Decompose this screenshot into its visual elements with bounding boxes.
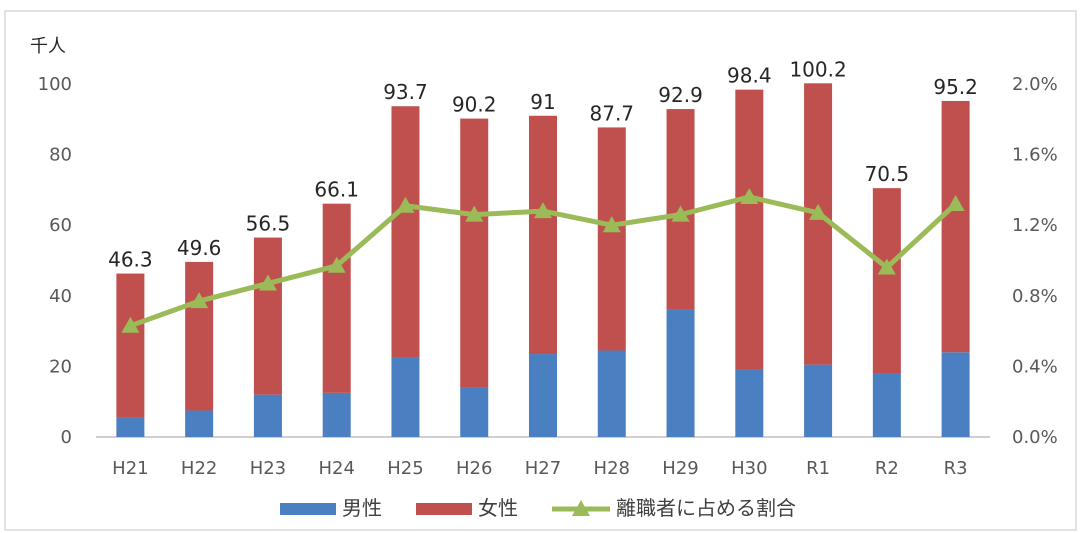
ratio-point-marker [396,196,415,213]
y-left-tick-label: 40 [49,286,72,307]
ratio-point-marker [534,202,552,219]
y-left-tick-label: 20 [49,356,72,377]
bar-segment-female [529,115,557,355]
bar-segment-female [872,188,901,374]
bar-segment-male [185,410,214,437]
x-tick-label: H23 [250,458,286,479]
ratio-line-series [121,187,965,333]
x-tick-label: R3 [944,458,968,479]
ratio-point-marker [602,216,621,233]
x-tick-label: H22 [181,458,217,479]
bar-segment-male [391,357,420,437]
ratio-point-marker [946,195,965,212]
x-tick-label: H24 [318,458,354,479]
x-tick-label: H28 [594,458,630,479]
y-axis-left: 0 20 40 60 80 100 [38,74,72,448]
bar-segment-male [322,392,351,437]
bar-total-label: 91 [530,90,555,114]
bar-segment-male [804,364,833,437]
x-tick-label: R2 [875,458,899,479]
bar-segment-male [941,352,970,437]
legend-label-female: 女性 [478,496,518,520]
y-right-tick-label: 0.0% [1012,427,1058,448]
y-left-tick-label: 100 [38,74,72,95]
legend-label-ratio: 離職者に占める割合 [616,496,796,520]
bar-total-label: 87.7 [590,101,635,125]
bar-segment-female [185,261,214,411]
bar-total-label: 70.5 [865,162,910,186]
x-tick-label: H30 [731,458,767,479]
bar-segment-male [460,387,489,437]
bar-total-label: 98.4 [727,64,772,88]
ratio-point-marker [877,258,896,275]
legend: 男性 女性 離職者に占める割合 [280,496,796,520]
bar-segment-male [253,394,282,437]
bar-total-label: 92.9 [658,83,703,107]
y-left-tick-label: 0 [61,427,72,448]
y-left-tick-label: 60 [49,215,72,236]
bar-segment-female [253,237,282,395]
bar-total-label: 49.6 [177,236,222,260]
bar-segment-female [941,100,970,353]
ratio-point-marker [327,256,346,273]
bar-segment-male [597,350,626,437]
chart-frame [4,10,1077,531]
total-labels: 46.3 49.6 56.5 66.1 93.7 90.2 91 87.7 92.9 98.4 10… [108,57,978,271]
bar-segment-male [116,417,145,437]
bar-segment-female [804,83,833,365]
legend-swatch-female [416,503,472,515]
ratio-point-marker [671,205,690,222]
bar-segment-male [666,309,695,437]
bar-segment-female [597,127,626,351]
x-tick-label: H26 [456,458,492,479]
y-unit-label: 千人 [30,36,66,57]
x-tick-label: H25 [387,458,423,479]
bar-total-label: 66.1 [314,178,359,202]
y-right-tick-label: 0.4% [1012,356,1058,377]
bar-segment-female [460,118,489,388]
x-tick-label: H29 [662,458,698,479]
bar-segment-male [872,373,901,437]
bar-total-label: 93.7 [383,80,428,104]
bar-segment-female [116,273,145,418]
ratio-point-marker [190,292,209,309]
legend-marker-ratio [572,500,590,516]
y-axis-right: 0.0% 0.4% 0.8% 1.2% 1.6% 2.0% [1012,74,1058,448]
ratio-point-marker [258,274,277,291]
x-tick-label: H27 [525,458,561,479]
bar-segment-female [391,106,420,358]
y-left-tick-label: 80 [49,145,72,166]
bar-segment-male [735,369,764,437]
y-right-tick-label: 0.8% [1012,286,1058,307]
bar-total-label: 95.2 [933,75,978,99]
x-tick-label: H21 [112,458,148,479]
ratio-point-marker [121,316,140,333]
bar-total-label: 100.2 [789,57,846,81]
y-right-tick-label: 1.2% [1012,215,1058,236]
ratio-point-marker [809,203,828,220]
x-axis: H21 H22 H23 H24 H25 H26 H27 H28 H29 H30 R1 R2 R3 [112,458,967,479]
bar-total-label: 56.5 [246,212,291,236]
y-right-tick-label: 1.6% [1012,145,1058,166]
bar-segment-female [735,89,764,370]
bar-segment-male [529,354,557,437]
ratio-point-marker [465,205,484,222]
legend-swatch-male [280,503,336,515]
legend-label-male: 男性 [342,496,382,520]
y-right-tick-label: 2.0% [1012,74,1058,95]
bar-total-label: 90.2 [452,93,497,117]
ratio-point-marker [740,187,759,204]
x-tick-label: R1 [806,458,830,479]
bar-segment-female [322,203,351,393]
bar-total-label: 46.3 [108,248,153,272]
bars [116,83,970,437]
